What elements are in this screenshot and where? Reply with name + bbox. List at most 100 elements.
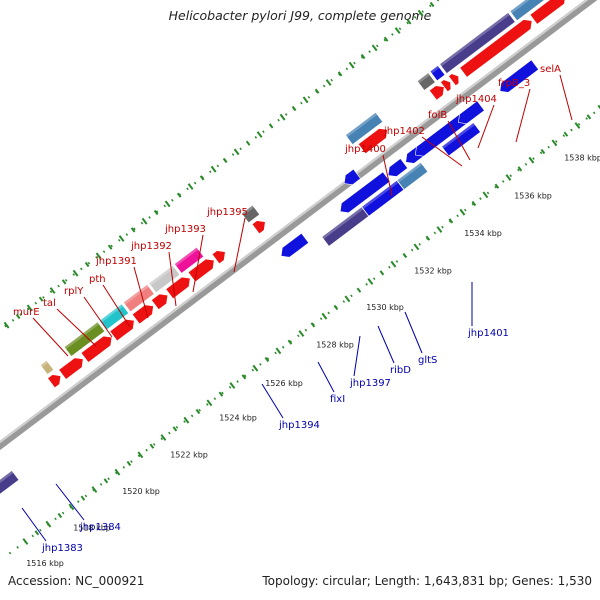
top-gene-label: jhp1404 <box>455 94 497 105</box>
guide-tick <box>15 313 21 320</box>
guide-tick <box>371 44 378 52</box>
feature-shine <box>174 247 199 267</box>
top-gene-leader <box>133 266 149 319</box>
forward-gene-arrow <box>58 357 84 380</box>
lower-guide-line <box>8 0 600 555</box>
guide-tick <box>126 460 132 467</box>
guide-tick <box>26 304 33 312</box>
forward-gene-arrow <box>448 73 460 87</box>
bottom-gene-leader <box>377 325 395 364</box>
guide-tick <box>325 79 332 86</box>
forward-arrow-12 <box>440 79 452 93</box>
upper-feature-2 <box>98 303 130 331</box>
guide-tick <box>394 27 401 34</box>
guide-tick <box>344 295 351 303</box>
lower-feature-1 <box>0 469 20 505</box>
bottom-gene-label: jhp1384 <box>79 522 121 533</box>
feature-shine <box>396 162 423 183</box>
feature-block <box>361 179 405 217</box>
bottom-gene-leader <box>317 361 335 393</box>
guide-tick <box>256 131 263 138</box>
top-gene-leader <box>382 154 393 197</box>
feature-block <box>0 469 20 505</box>
bottom-gene-label: jhp1397 <box>349 378 391 389</box>
upper-feature-3 <box>122 283 155 313</box>
forward-gene-arrow <box>459 19 533 78</box>
guide-tick <box>310 322 316 328</box>
guide-tick <box>72 269 79 277</box>
feature-shine <box>345 112 378 138</box>
top-gene-leader <box>421 136 463 167</box>
guide-tick <box>222 157 228 164</box>
guide-tick <box>314 88 320 94</box>
top-gene-label: folB <box>428 110 447 121</box>
top-gene-label: murE <box>13 307 40 318</box>
guide-tick <box>540 148 546 155</box>
forward-gene-arrow <box>80 335 113 363</box>
forward-arrow-4 <box>131 304 154 325</box>
gene-label-layer: murEtalrplYpthjhp1391jhp1392jhp1393jhp13… <box>13 64 573 554</box>
guide-tick <box>218 391 224 397</box>
backbone-highlight <box>0 0 600 491</box>
guide-tick <box>505 174 512 181</box>
guide-tick <box>436 226 443 233</box>
backbone-layer <box>0 0 600 496</box>
guide-tick <box>229 382 236 389</box>
bottom-gene-label: ribD <box>390 365 411 376</box>
top-gene-label: rplY <box>64 286 84 297</box>
upper-feature-0 <box>39 359 55 376</box>
feature-block <box>429 64 446 82</box>
forward-arrow-7 <box>187 258 215 283</box>
forward-gene-arrow <box>251 220 266 235</box>
upper-guide-line <box>0 0 600 408</box>
guide-tick <box>49 287 56 294</box>
guide-tick <box>137 451 144 459</box>
guide-dots <box>0 0 600 408</box>
forward-arrow-8 <box>211 250 226 265</box>
guide-tick <box>448 218 454 224</box>
top-gene-leader <box>56 308 97 347</box>
bottom-gene-leader <box>55 483 85 521</box>
forward-gene-arrow <box>165 276 191 300</box>
top-gene-leader <box>447 120 471 161</box>
reverse-arrow-extra-0 <box>343 168 362 185</box>
feature-shine <box>429 65 440 74</box>
guide-tick <box>22 538 29 545</box>
accession-text: Accession: NC_000921 <box>8 574 145 588</box>
feature-block <box>344 111 384 146</box>
feature-shine <box>0 470 14 497</box>
bottom-gene-label: gltS <box>418 355 437 366</box>
guide-tick <box>279 113 286 121</box>
scale-tick-label: 1524 kbp <box>219 414 257 423</box>
forward-arrow-13 <box>448 73 460 87</box>
tick-label-layer: 1516 kbp 1518 kbp 1520 kbp 1522 kbp 1524 kbp… <box>26 154 600 568</box>
feature-block <box>438 11 516 75</box>
guide-tick <box>187 183 194 190</box>
feature-block <box>98 303 130 331</box>
guide-tick <box>149 443 155 449</box>
guide-tick <box>95 252 102 260</box>
guide-tick <box>57 512 63 519</box>
guide-tick <box>80 495 86 501</box>
scale-tick-label: 1518 kbp <box>73 524 111 533</box>
bottom-gene-leader <box>404 311 423 354</box>
scale-tick-label: 1526 kbp <box>265 379 303 388</box>
guide-tick <box>45 520 52 528</box>
feature-shine <box>148 265 175 286</box>
forward-gene-arrow <box>211 250 226 265</box>
scale-tick-label: 1516 kbp <box>26 559 64 568</box>
forward-arrow-14 <box>459 19 533 78</box>
reverse-arrow-2 <box>339 171 391 214</box>
forward-arrow-2 <box>80 335 113 363</box>
guide-tick <box>406 19 412 25</box>
forward-gene-arrow <box>529 0 566 25</box>
feature-shine <box>40 360 49 368</box>
forward-arrow-5 <box>150 293 169 311</box>
feature-shine <box>123 284 149 305</box>
reverse-arrow-7 <box>499 59 540 93</box>
feature-block <box>122 283 155 313</box>
top-gene-label: pth <box>89 274 106 285</box>
guide-tick <box>141 217 148 225</box>
backbone-bar <box>0 0 600 496</box>
